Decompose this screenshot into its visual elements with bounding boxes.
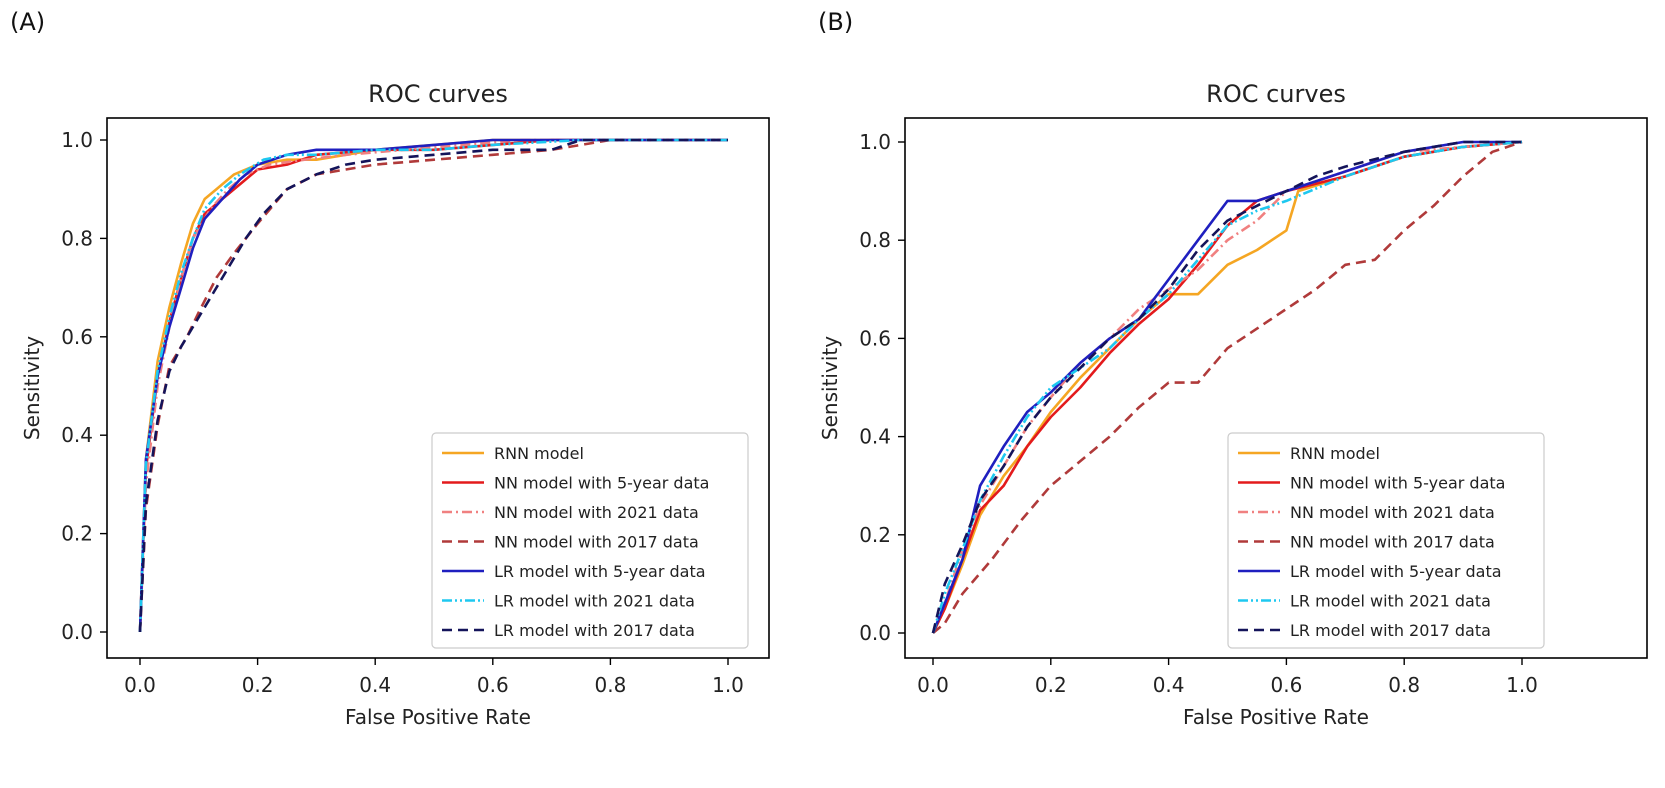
y-tick-label: 0.2: [61, 522, 93, 546]
panel-label-a: (A): [10, 8, 46, 36]
y-axis-label: Sensitivity: [20, 336, 44, 440]
series-line-7: [931, 140, 1522, 634]
legend-label-3: NN model with 2021 data: [1290, 503, 1495, 522]
y-tick-label: 0.6: [859, 326, 891, 350]
legend-box: [431, 432, 749, 649]
legend: RNN model NN model with 5-year data NN mod…: [1227, 432, 1545, 649]
legend-label-4: NN model with 2017 data: [1290, 533, 1495, 552]
y-tick-label: 0.0: [61, 620, 93, 644]
y-tick-label: 1.0: [859, 130, 891, 154]
legend-label-4: NN model with 2017 data: [494, 533, 699, 552]
y-tick-label: 0.8: [61, 226, 93, 250]
chart-b: ROC curves 0.0 0.2 0.4 0.6 0.8 1.0 0.0 0.2 0.4 0.6…: [818, 80, 1648, 729]
legend-label-2: NN model with 5-year data: [1290, 474, 1505, 493]
series-line-5: [138, 138, 728, 633]
x-axis-label: False Positive Rate: [1183, 705, 1369, 729]
x-tick-label: 0.8: [1388, 673, 1420, 697]
series-line-6: [138, 138, 728, 633]
x-tick-label: 1.0: [712, 673, 744, 697]
y-axis-label: Sensitivity: [818, 336, 842, 440]
legend-label-3: NN model with 2021 data: [494, 503, 699, 522]
y-tick-label: 0.4: [61, 423, 93, 447]
legend-label-6: LR model with 2021 data: [1290, 592, 1491, 611]
chart-title: ROC curves: [1206, 80, 1346, 108]
legend-label-2: NN model with 5-year data: [494, 474, 709, 493]
x-tick-label: 0.0: [124, 673, 156, 697]
legend: RNN model NN model with 5-year data NN mod…: [431, 432, 749, 649]
x-axis-label: False Positive Rate: [345, 705, 531, 729]
series-line-2: [931, 140, 1523, 634]
x-tick-label: 0.6: [1270, 673, 1302, 697]
x-tick-label: 1.0: [1506, 673, 1538, 697]
y-tick-label: 0.4: [859, 425, 891, 449]
chart-a: ROC curves 0.0 0.2 0.4 0.6 0.8 1.0 0.0 0.2 0.4 0.6…: [20, 80, 770, 729]
legend-label-5: LR model with 5-year data: [1290, 562, 1502, 581]
x-tick-label: 0.0: [917, 673, 949, 697]
x-tick-label: 0.4: [359, 673, 391, 697]
y-tick-label: 0.2: [859, 523, 891, 547]
y-tick-label: 0.6: [61, 325, 93, 349]
legend-label-7: LR model with 2017 data: [1290, 621, 1491, 640]
chart-title: ROC curves: [368, 80, 508, 108]
y-tick-label: 0.8: [859, 228, 891, 252]
legend-label-6: LR model with 2021 data: [494, 592, 695, 611]
plot-frame: [106, 117, 770, 659]
legend-box: [1227, 432, 1545, 649]
panel-label-b: (B): [818, 8, 854, 36]
x-tick-label: 0.2: [242, 673, 274, 697]
legend-label-1: RNN model: [1290, 444, 1380, 463]
y-tick-label: 0.0: [859, 621, 891, 645]
x-tick-label: 0.4: [1153, 673, 1185, 697]
x-tick-label: 0.6: [477, 673, 509, 697]
y-tick-label: 1.0: [61, 128, 93, 152]
plot-frame: [904, 117, 1648, 659]
legend-label-7: LR model with 2017 data: [494, 621, 695, 640]
series-line-4: [932, 140, 1523, 635]
series-line-7: [138, 138, 728, 633]
x-tick-label: 0.8: [594, 673, 626, 697]
legend-label-1: RNN model: [494, 444, 584, 463]
legend-label-5: LR model with 5-year data: [494, 562, 706, 581]
x-tick-label: 0.2: [1035, 673, 1067, 697]
